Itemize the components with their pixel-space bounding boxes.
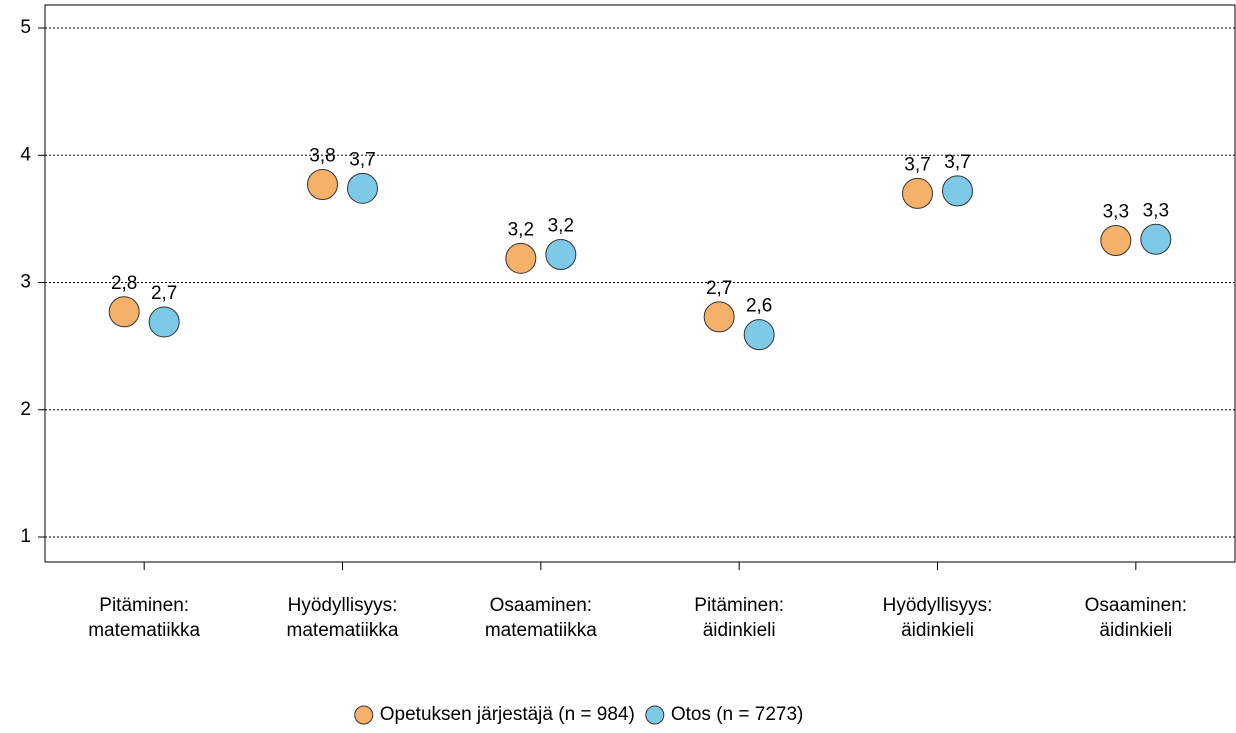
dot bbox=[505, 242, 537, 274]
dot bbox=[902, 177, 933, 209]
dot bbox=[148, 306, 180, 338]
value-label: 3,2 bbox=[508, 219, 534, 240]
y-tick-label: 2 bbox=[20, 399, 31, 420]
dot bbox=[1140, 223, 1172, 255]
x-tick-label: Osaaminen: äidinkieli bbox=[1085, 595, 1187, 641]
x-tick-label: Pitäminen: äidinkieli bbox=[694, 595, 784, 641]
dot bbox=[743, 319, 775, 351]
x-tick-label: Osaaminen: matematiikka bbox=[485, 595, 597, 641]
value-label: 2,6 bbox=[746, 296, 772, 317]
value-label: 3,3 bbox=[1103, 202, 1129, 223]
x-tick-label: Pitäminen: matematiikka bbox=[88, 595, 200, 641]
value-label: 2,7 bbox=[151, 283, 177, 304]
y-tick-label: 1 bbox=[20, 526, 31, 547]
dot bbox=[347, 172, 378, 204]
value-label: 2,8 bbox=[111, 273, 137, 294]
dot bbox=[942, 175, 973, 207]
legend-label: Otos (n = 7273) bbox=[671, 704, 804, 725]
x-tick-label: Hyödyllisyys: äidinkieli bbox=[883, 595, 993, 641]
dot bbox=[545, 239, 577, 271]
value-label: 3,7 bbox=[904, 154, 930, 175]
x-tick-label: Hyödyllisyys: matematiikka bbox=[287, 595, 399, 641]
value-label: 2,7 bbox=[706, 278, 732, 299]
dot bbox=[108, 296, 140, 328]
legend-marker bbox=[645, 705, 665, 725]
dot bbox=[703, 301, 735, 333]
dot bbox=[1100, 225, 1132, 257]
dot bbox=[307, 169, 338, 201]
legend-marker bbox=[354, 705, 374, 725]
legend-label: Opetuksen järjestäjä (n = 984) bbox=[380, 704, 635, 725]
value-label: 3,7 bbox=[349, 149, 375, 170]
value-label: 3,8 bbox=[309, 146, 335, 167]
value-label: 3,3 bbox=[1143, 200, 1169, 221]
y-tick-label: 3 bbox=[20, 272, 31, 293]
plot-frame bbox=[44, 4, 1236, 563]
y-tick-label: 5 bbox=[20, 17, 31, 38]
y-tick-label: 4 bbox=[20, 144, 31, 165]
value-label: 3,2 bbox=[548, 216, 574, 237]
value-label: 3,7 bbox=[944, 152, 970, 173]
